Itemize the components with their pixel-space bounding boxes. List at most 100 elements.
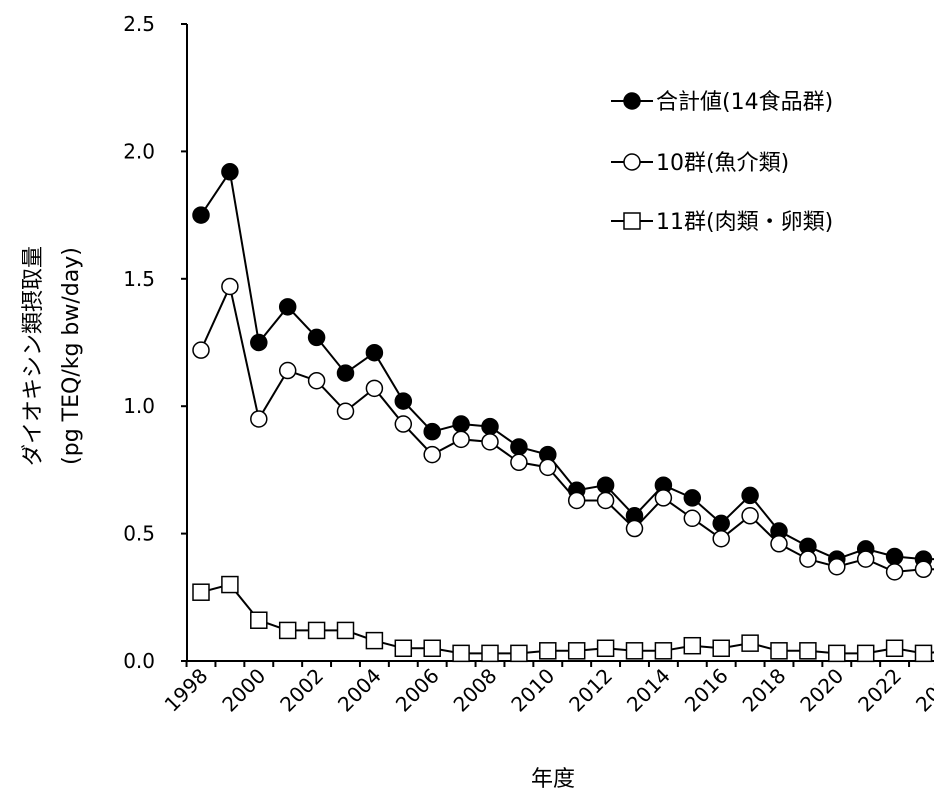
x-tick-label: 2000 <box>217 664 270 717</box>
series-2 <box>192 575 934 663</box>
x-tick-label: 1998 <box>160 664 213 717</box>
data-point <box>539 642 557 660</box>
data-point <box>654 489 673 507</box>
data-point <box>683 636 702 655</box>
data-point <box>885 563 904 581</box>
data-point <box>799 550 817 568</box>
series-layer <box>192 163 934 663</box>
data-point <box>481 417 499 436</box>
x-tick-label: 2012 <box>564 664 617 717</box>
data-point <box>336 402 355 421</box>
series-0 <box>192 163 934 568</box>
data-point <box>856 644 875 663</box>
data-point <box>192 341 210 359</box>
legend-marker <box>623 153 641 171</box>
x-tick-label: 2016 <box>680 664 733 717</box>
data-point <box>394 392 413 410</box>
y-tick-label: 2.0 <box>123 139 155 163</box>
y-tick-label: 1.5 <box>123 267 155 291</box>
data-point <box>221 163 239 181</box>
data-point <box>885 639 904 658</box>
data-point <box>741 507 759 525</box>
axis-titles: 年度 ダイオキシン類摂取量 (pg TEQ/kg bw/day) <box>21 246 575 792</box>
y-tick-label: 2.5 <box>123 12 155 36</box>
x-tick-label: 2022 <box>853 664 906 717</box>
data-point <box>596 476 615 494</box>
data-point <box>250 333 268 352</box>
series-1 <box>192 277 934 581</box>
x-tick-label: 2018 <box>738 664 791 717</box>
data-point <box>394 639 413 658</box>
data-point <box>712 529 730 548</box>
data-point <box>567 491 586 510</box>
data-point <box>596 491 615 510</box>
y-tick-label: 0.5 <box>123 522 155 546</box>
data-point <box>596 639 615 658</box>
data-point <box>885 547 904 566</box>
legend-marker <box>623 212 641 230</box>
data-point <box>365 343 384 362</box>
data-point <box>221 575 239 594</box>
legend-label: 10群(魚介類) <box>656 151 789 176</box>
data-point <box>365 379 384 398</box>
data-point <box>307 371 326 390</box>
data-point <box>741 486 759 505</box>
data-point <box>192 583 210 601</box>
data-point <box>394 415 413 433</box>
data-point <box>192 206 210 224</box>
data-point <box>683 509 702 528</box>
x-tick-label: 2020 <box>795 664 848 717</box>
data-point <box>452 644 470 663</box>
data-point <box>856 550 875 568</box>
data-point <box>683 489 702 507</box>
x-tick-label: 2008 <box>449 664 502 717</box>
legend-marker <box>623 92 641 110</box>
series-line <box>200 283 934 573</box>
x-tick-label: 2006 <box>391 664 444 717</box>
legend: 合計値(14食品群) 10群(魚介類) 11群(肉類・卵類) <box>611 90 833 235</box>
x-tick-label: 2014 <box>622 664 675 717</box>
data-point <box>828 644 846 663</box>
data-point <box>365 631 384 650</box>
data-point <box>770 535 788 553</box>
data-point <box>250 410 268 428</box>
data-point <box>336 621 355 640</box>
data-point <box>250 611 268 629</box>
data-point <box>481 644 499 663</box>
data-point <box>654 642 673 660</box>
data-point <box>510 438 528 456</box>
x-tick-label: 2002 <box>275 664 328 717</box>
y-axis-title-line1: ダイオキシン類摂取量 <box>21 246 46 466</box>
data-point <box>423 445 441 464</box>
data-point <box>799 642 817 660</box>
x-tick-label: 2010 <box>506 664 559 717</box>
data-point <box>278 298 297 316</box>
y-axis-title-line2: (pg TEQ/kg bw/day) <box>59 247 84 465</box>
data-point <box>770 642 788 660</box>
data-point <box>278 621 297 640</box>
x-tick-label: 2024 <box>911 664 934 717</box>
data-point <box>510 644 528 663</box>
legend-item-0: 合計値(14食品群) <box>611 90 833 115</box>
x-axis-title: 年度 <box>531 767 575 792</box>
data-point <box>278 361 297 380</box>
legend-label: 11群(肉類・卵類) <box>656 210 833 235</box>
data-point <box>423 422 441 441</box>
data-point <box>307 328 326 347</box>
data-point <box>625 519 644 538</box>
data-point <box>307 621 326 640</box>
data-point <box>914 560 933 579</box>
data-point <box>712 514 730 533</box>
data-point <box>914 644 933 663</box>
series-line <box>200 583 934 655</box>
data-point <box>539 458 557 477</box>
data-point <box>625 642 644 660</box>
legend-item-2: 11群(肉類・卵類) <box>611 210 833 235</box>
data-point <box>452 415 470 433</box>
data-point <box>452 430 470 449</box>
data-point <box>423 639 441 658</box>
y-tick-label: 1.0 <box>123 394 155 418</box>
